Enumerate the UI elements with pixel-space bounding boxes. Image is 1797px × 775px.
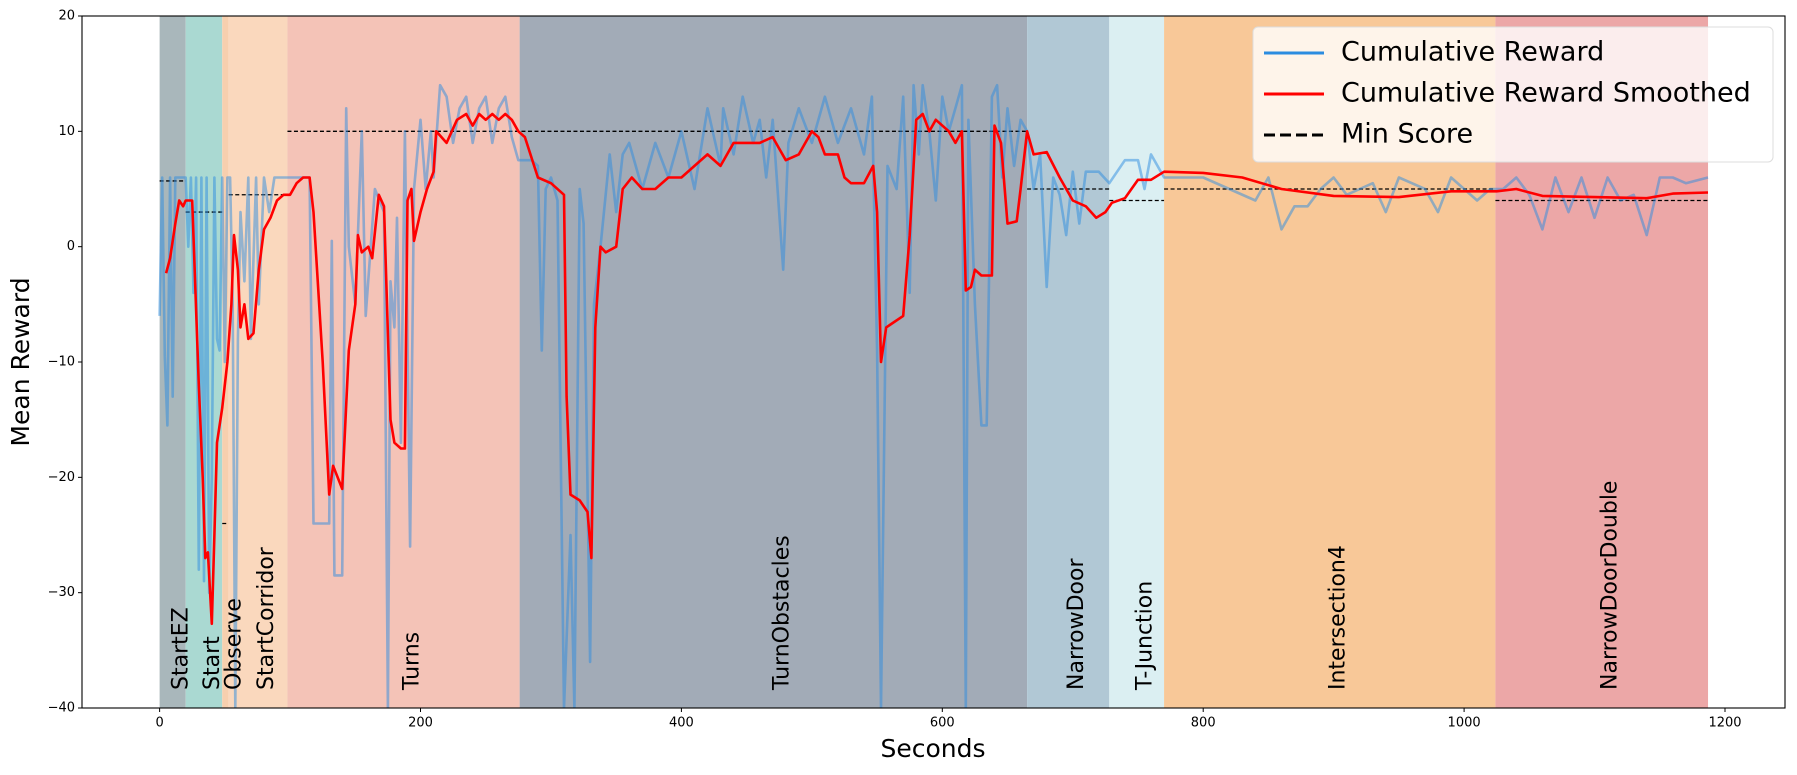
stage-label: StartEZ <box>169 607 194 690</box>
stage-label: Intersection4 <box>1326 545 1351 690</box>
x-tick-label: 200 <box>408 716 433 731</box>
y-tick-label: −20 <box>48 470 75 485</box>
stage-label: StartCorridor <box>254 546 279 690</box>
y-tick-label: 20 <box>58 9 75 24</box>
x-tick-label: 1200 <box>1708 716 1741 731</box>
x-tick-label: 0 <box>155 716 163 731</box>
legend-label: Cumulative Reward Smoothed <box>1341 78 1751 109</box>
y-tick-label: 10 <box>58 124 75 139</box>
stage-span <box>287 16 520 708</box>
stage-label: Turns <box>400 632 425 691</box>
legend-label: Cumulative Reward <box>1341 37 1604 68</box>
stage-label: T-Junction <box>1133 581 1158 691</box>
stage-label: NarrowDoorDouble <box>1598 481 1623 690</box>
x-tick-label: 400 <box>669 716 694 731</box>
y-tick-label: −30 <box>48 585 75 600</box>
legend-label: Min Score <box>1341 119 1473 150</box>
y-tick-label: −10 <box>48 355 75 370</box>
y-tick-label: −40 <box>48 701 75 716</box>
x-axis-label: Seconds <box>880 734 985 763</box>
stage-label: TurnObstacles <box>769 535 794 691</box>
x-tick-label: 1000 <box>1448 716 1481 731</box>
stage-label: Observe <box>221 598 246 690</box>
x-tick-label: 800 <box>1191 716 1216 731</box>
y-tick-label: 0 <box>67 239 75 254</box>
stage-span <box>1109 16 1165 708</box>
x-tick-label: 600 <box>930 716 955 731</box>
y-axis-label: Mean Reward <box>6 277 35 446</box>
stage-span <box>1027 16 1110 708</box>
stage-label: Start <box>200 636 225 690</box>
series-line <box>158 83 1709 708</box>
legend-box <box>1252 26 1774 163</box>
stage-span <box>185 16 223 708</box>
series-line <box>164 112 1709 626</box>
stage-label: NarrowDoor <box>1064 558 1089 690</box>
